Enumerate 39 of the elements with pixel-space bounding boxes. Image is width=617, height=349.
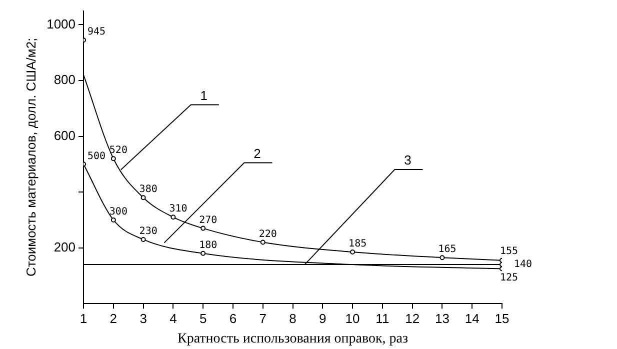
x-tick-label: 14	[464, 310, 480, 326]
data-label: 945	[88, 26, 106, 38]
data-label: 155	[500, 246, 518, 257]
data-label: 310	[169, 204, 188, 215]
x-tick-label: 15	[494, 310, 510, 326]
data-label: 230	[139, 226, 158, 238]
annotation: 3	[404, 152, 412, 168]
data-label: 125	[500, 272, 518, 284]
x-tick-label: 7	[259, 310, 266, 326]
data-label: 520	[109, 145, 128, 156]
annotation: 2	[254, 146, 261, 161]
data-label: 220	[258, 228, 277, 240]
x-tick-label: 12	[405, 310, 420, 326]
data-label: 180	[199, 240, 218, 251]
x-tick-label: 3	[140, 310, 147, 326]
annotation: 1	[200, 88, 208, 103]
x-tick-label: 1	[80, 310, 88, 326]
x-tick-label: 10	[345, 310, 360, 326]
x-tick-label: 9	[319, 310, 326, 326]
data-label: 500	[88, 150, 106, 162]
data-label: 380	[139, 184, 158, 196]
data-label: 270	[199, 214, 218, 226]
x-tick-label: 11	[376, 310, 390, 326]
data-label: 165	[438, 244, 456, 256]
y-tick-label: 800	[54, 72, 76, 88]
data-label: 185	[348, 238, 367, 250]
x-tick-label: 13	[434, 310, 450, 326]
x-tick-label: 4	[170, 310, 177, 326]
x-tick-label: 8	[289, 310, 296, 326]
x-axis-title: Кратность использования оправок, раз	[177, 331, 408, 346]
y-axis-title: Стоимость материалов, долл. США/м2;	[23, 38, 38, 277]
x-tick-label: 5	[199, 310, 207, 326]
y-tick-label: 1000	[46, 16, 76, 32]
x-tick-label: 6	[229, 310, 237, 326]
y-tick-label: 600	[54, 128, 76, 143]
data-label: 140	[514, 259, 532, 270]
x-tick-label: 2	[110, 310, 118, 326]
data-label: 300	[109, 206, 128, 218]
y-tick-label: 200	[54, 239, 76, 254]
